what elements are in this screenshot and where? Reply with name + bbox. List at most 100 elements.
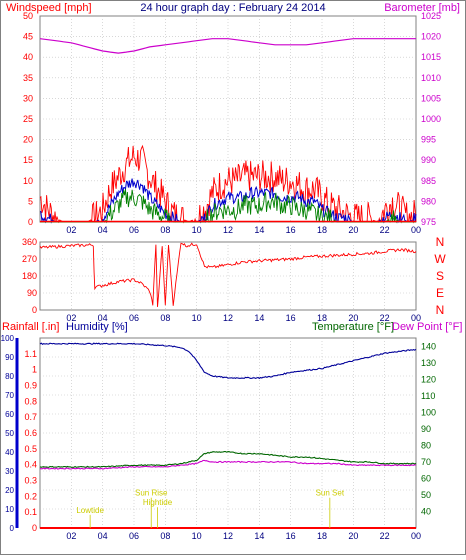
humidity-ytick-100: 100 <box>1 334 15 343</box>
temp-panel-series <box>39 342 417 529</box>
baro-ytick-1010: 1010 <box>421 73 441 83</box>
temp-xtick-22: 22 <box>380 531 390 541</box>
rainfall-legend: Rainfall [.in] <box>2 321 59 333</box>
temp-ytick-110: 110 <box>421 391 435 401</box>
temp-ytick-70: 70 <box>421 457 431 467</box>
temperature-legend: Temperature [°F] <box>312 321 394 333</box>
temp-ytick-80: 80 <box>421 440 431 450</box>
annotation-label-sun-rise: Sun Rise <box>135 489 168 498</box>
rain-ytick-0.2: 0.2 <box>24 491 37 501</box>
wind-ytick-15: 15 <box>23 155 33 165</box>
wind-xtick-08: 08 <box>160 225 170 235</box>
temp-xtick-06: 06 <box>129 531 139 541</box>
direction-xtick-02: 02 <box>66 313 76 323</box>
temp-xtick-04: 04 <box>98 531 108 541</box>
wind-ytick-10: 10 <box>23 176 33 186</box>
wind-xtick-16: 16 <box>286 225 296 235</box>
baro-ytick-1025: 1025 <box>421 11 441 21</box>
temp-ytick-90: 90 <box>421 424 431 434</box>
baro-ytick-995: 995 <box>421 135 436 145</box>
temp-ytick-100: 100 <box>421 407 436 417</box>
wind-ytick-35: 35 <box>23 73 33 83</box>
wind-ytick-0: 0 <box>28 217 33 227</box>
annotation-label-sun-set: Sun Set <box>316 489 345 498</box>
barometer-axis-label: Barometer [mb] <box>384 2 460 14</box>
wind-xtick-22: 22 <box>380 225 390 235</box>
series-humidity <box>39 342 417 380</box>
series-temperature <box>39 451 417 468</box>
baro-ytick-1000: 1000 <box>421 114 441 124</box>
direction-panel-grid <box>40 242 416 310</box>
direction-xtick-18: 18 <box>317 313 327 323</box>
direction-ytick-270: 270 <box>22 254 37 264</box>
temp-ytick-40: 40 <box>421 506 431 516</box>
humidity-ytick-40: 40 <box>5 448 14 457</box>
wind-xtick-02: 02 <box>66 225 76 235</box>
rain-ytick-0.5: 0.5 <box>24 444 37 454</box>
compass-label-3: E <box>436 286 444 300</box>
wind-ytick-30: 30 <box>23 93 33 103</box>
temp-xtick-20: 20 <box>348 531 358 541</box>
temp-xtick-10: 10 <box>192 531 202 541</box>
wind-xtick-18: 18 <box>317 225 327 235</box>
direction-ytick-90: 90 <box>27 288 37 298</box>
rain-ytick-0.7: 0.7 <box>24 412 37 422</box>
wind-axis-label: Windspeed [mph] <box>6 2 92 14</box>
compass-label-4: N <box>436 303 445 317</box>
wind-panel-ticks: 02 04 06 08 10 12 14 16 18 20 22 005045403530252015… <box>23 11 441 235</box>
rain-ytick-1: 1 <box>32 365 37 375</box>
humidity-ytick-0: 0 <box>10 524 15 533</box>
humidity-ytick-70: 70 <box>5 391 14 400</box>
rain-ytick-0.9: 0.9 <box>24 381 37 391</box>
compass-label-2: S <box>436 269 444 283</box>
temp-ytick-50: 50 <box>421 490 431 500</box>
direction-ytick-180: 180 <box>22 271 37 281</box>
direction-xtick-06: 06 <box>129 313 139 323</box>
temp-ytick-140: 140 <box>421 341 436 351</box>
dewpoint-legend: Dew Point [°F] <box>392 321 462 333</box>
temp-ytick-130: 130 <box>421 358 436 368</box>
direction-panel-series <box>39 242 417 307</box>
series-barometer <box>39 38 416 54</box>
series-direction <box>39 242 417 307</box>
wind-ytick-20: 20 <box>23 135 33 145</box>
humidity-ytick-60: 60 <box>5 410 14 419</box>
wind-ytick-40: 40 <box>23 52 33 62</box>
rain-ytick-1.1: 1.1 <box>24 349 37 359</box>
direction-xtick-20: 20 <box>348 313 358 323</box>
series-dewpoint <box>39 459 417 470</box>
compass-label-1: W <box>434 252 446 266</box>
humidity-ytick-90: 90 <box>5 353 14 362</box>
temp-xtick-16: 16 <box>286 531 296 541</box>
humidity-ytick-30: 30 <box>5 467 14 476</box>
temp-panel-ticks: 02 04 06 08 10 12 14 16 18 20 22 001009080706050403… <box>1 334 436 541</box>
direction-xtick-16: 16 <box>286 313 296 323</box>
wind-panel-series <box>39 38 417 224</box>
baro-ytick-1005: 1005 <box>421 93 441 103</box>
direction-panel-ticks: 02 04 06 08 10 12 14 16 18 20 22 00360270180900NWSE… <box>22 235 446 323</box>
direction-xtick-08: 08 <box>160 313 170 323</box>
temp-xtick-14: 14 <box>254 531 264 541</box>
wind-panel-grid <box>40 16 416 222</box>
direction-xtick-00: 00 <box>411 313 421 323</box>
baro-ytick-990: 990 <box>421 155 436 165</box>
humidity-ytick-20: 20 <box>5 486 14 495</box>
baro-ytick-975: 975 <box>421 217 436 227</box>
wind-xtick-00: 00 <box>411 225 421 235</box>
annotation-label-lowtide: Lowtide <box>76 506 104 515</box>
temp-ytick-60: 60 <box>421 473 431 483</box>
compass-label-0: N <box>436 235 445 249</box>
wind-xtick-10: 10 <box>192 225 202 235</box>
wind-ytick-25: 25 <box>23 114 33 124</box>
wind-xtick-20: 20 <box>348 225 358 235</box>
baro-ytick-980: 980 <box>421 196 436 206</box>
baro-ytick-1020: 1020 <box>421 32 441 42</box>
wind-xtick-14: 14 <box>254 225 264 235</box>
temp-xtick-08: 08 <box>160 531 170 541</box>
direction-xtick-14: 14 <box>254 313 264 323</box>
direction-xtick-04: 04 <box>98 313 108 323</box>
humidity-ytick-50: 50 <box>5 429 14 438</box>
